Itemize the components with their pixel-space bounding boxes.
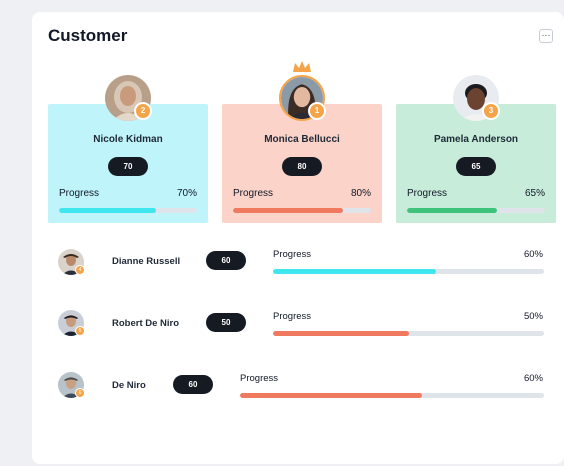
- rank-badge: 5: [75, 326, 85, 336]
- top-customer-card-rank-3[interactable]: 3 Pamela Anderson 65 Progress 65%: [396, 75, 556, 223]
- progress-bar: [233, 208, 371, 213]
- top-customer-card-rank-2[interactable]: 2 Nicole Kidman 70 Progress 70%: [48, 75, 208, 223]
- rank-badge: 4: [75, 265, 85, 275]
- rank-badge: 2: [134, 102, 152, 120]
- progress-bar: [407, 208, 545, 213]
- progress-fill: [273, 331, 409, 336]
- progress-label: Progress: [407, 188, 448, 199]
- progress-fill: [273, 269, 436, 274]
- rank-badge: 6: [75, 388, 85, 398]
- customer-name: Monica Bellucci: [264, 134, 340, 145]
- score-badge: 60: [206, 251, 246, 270]
- progress-bar: [59, 208, 197, 213]
- progress-label: Progress: [59, 188, 100, 199]
- score-badge: 80: [282, 157, 322, 176]
- card-title: Customer: [48, 26, 128, 45]
- progress-bar: [273, 269, 544, 274]
- progress-fill: [407, 208, 497, 213]
- progress-value: 70%: [176, 188, 197, 199]
- more-options-button[interactable]: ···: [539, 29, 553, 43]
- score-badge: 70: [108, 157, 148, 176]
- customer-name: Nicole Kidman: [93, 134, 163, 145]
- rank-badge: 1: [308, 102, 326, 120]
- progress-value: 60%: [523, 373, 543, 384]
- customer-name: Pamela Anderson: [433, 134, 519, 145]
- score-badge: 60: [173, 375, 213, 394]
- progress-value: 60%: [523, 249, 543, 260]
- customer-name: Robert De Niro: [112, 318, 180, 329]
- score-badge: 65: [456, 157, 496, 176]
- crown-icon: [293, 61, 311, 72]
- progress-value: 65%: [524, 188, 545, 199]
- customer-name: Dianne Russell: [112, 256, 181, 267]
- progress-bar: [240, 393, 544, 398]
- ellipsis-icon: ···: [541, 30, 551, 40]
- progress-fill: [233, 208, 344, 213]
- progress-label: Progress: [273, 311, 312, 322]
- score-badge: 50: [206, 313, 246, 332]
- top-customer-card-rank-1[interactable]: 1 Monica Bellucci 80 Progress 80%: [222, 61, 382, 223]
- rank-badge: 3: [482, 102, 500, 120]
- customer-card: Customer ··· 2 Nicole Kidman 70 Progress…: [32, 12, 564, 464]
- progress-label: Progress: [240, 373, 279, 384]
- avatar: [58, 249, 84, 275]
- progress-bar: [273, 331, 544, 336]
- progress-label: Progress: [273, 249, 312, 260]
- progress-value: 50%: [523, 311, 543, 322]
- avatar-photo: [58, 249, 84, 275]
- customer-name: De Niro: [112, 380, 146, 391]
- progress-label: Progress: [233, 188, 274, 199]
- progress-fill: [240, 393, 423, 398]
- progress-fill: [59, 208, 156, 213]
- progress-value: 80%: [350, 188, 371, 199]
